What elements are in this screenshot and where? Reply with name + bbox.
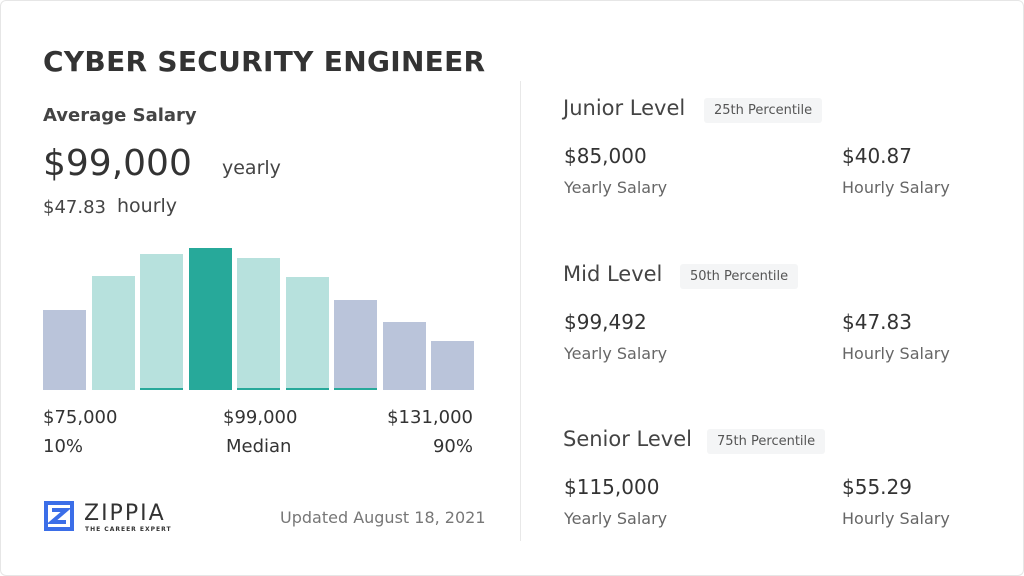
median-label: Median [226,436,292,457]
low-salary-label: $75,000 [43,407,118,428]
level-name: Senior Level [563,427,692,451]
hourly-label: hourly [117,195,178,217]
average-salary-label: Average Salary [43,105,197,126]
level-name: Junior Level [563,96,686,120]
histogram-bar [285,277,329,390]
yearly-salary-value: $99,492 [564,310,647,334]
logo-tagline: THE CAREER EXPERT [85,526,172,533]
yearly-salary-label: Yearly Salary [564,344,668,363]
histogram-bar [431,341,474,390]
page-title: CYBER SECURITY ENGINEER [43,45,486,78]
histogram-bar [237,258,280,390]
histogram-bar [91,276,135,390]
updated-date: Updated August 18, 2021 [280,508,486,527]
percentile-badge: 75th Percentile [707,429,826,454]
percentile-badge: 25th Percentile [704,98,823,123]
yearly-salary-label: Yearly Salary [564,509,668,528]
histogram-bar [188,248,232,390]
average-hourly-value: $47.83 [43,197,106,218]
yearly-salary-label: Yearly Salary [564,178,668,197]
level-name: Mid Level [563,262,663,286]
yearly-label: yearly [222,157,281,179]
histogram-bar [382,322,426,390]
low-percentile-label: 10% [43,436,84,457]
zippia-logo-icon [44,501,74,531]
yearly-salary-value: $115,000 [564,475,660,499]
hourly-salary-label: Hourly Salary [842,509,950,528]
percentile-badge: 50th Percentile [680,264,799,289]
hourly-salary-label: Hourly Salary [842,178,950,197]
average-yearly-value: $99,000 [43,143,192,184]
hourly-salary-label: Hourly Salary [842,344,950,363]
high-salary-label: $131,000 [387,407,473,428]
median-salary-label: $99,000 [223,407,298,428]
histogram-bar [140,254,183,390]
hourly-salary-value: $40.87 [842,144,912,168]
hourly-salary-value: $55.29 [842,475,912,499]
high-percentile-label: 90% [432,436,473,457]
divider [520,81,521,541]
yearly-salary-value: $85,000 [564,144,647,168]
histogram-bar [334,300,377,390]
histogram-bar [43,310,86,390]
logo-name: ZIPPIA [84,501,166,526]
hourly-salary-value: $47.83 [842,310,912,334]
zippia-logo[interactable]: ZIPPIA THE CAREER EXPERT [44,501,171,535]
